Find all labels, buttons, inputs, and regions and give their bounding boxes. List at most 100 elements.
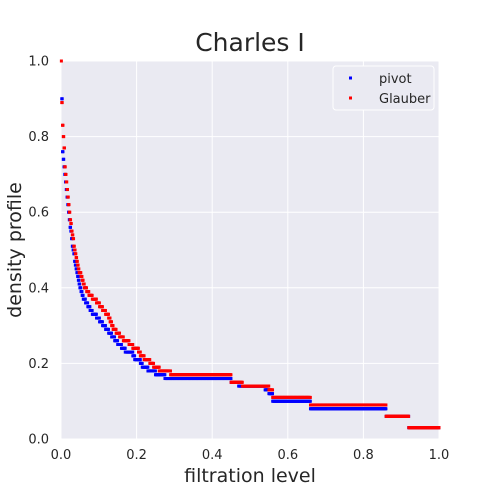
x-tick-label: 0.6 bbox=[277, 448, 298, 463]
data-point bbox=[79, 271, 83, 275]
data-point bbox=[73, 248, 77, 252]
data-point bbox=[80, 290, 84, 294]
data-point bbox=[308, 399, 312, 403]
legend-box bbox=[332, 65, 435, 111]
data-point bbox=[71, 233, 75, 237]
data-point bbox=[79, 286, 83, 290]
series-glauber bbox=[59, 59, 441, 430]
y-tick-label: 1.0 bbox=[28, 55, 49, 70]
data-point bbox=[229, 377, 233, 381]
data-point bbox=[73, 259, 77, 263]
data-point bbox=[146, 365, 150, 369]
data-point bbox=[100, 320, 104, 324]
data-point bbox=[121, 335, 125, 339]
data-point bbox=[271, 392, 275, 396]
data-points bbox=[59, 59, 441, 430]
data-point bbox=[127, 339, 131, 343]
data-point bbox=[267, 384, 271, 388]
legend-marker bbox=[349, 76, 352, 80]
data-point bbox=[103, 324, 107, 328]
y-axis-label: density profile bbox=[4, 182, 26, 318]
data-point bbox=[90, 293, 94, 297]
data-point bbox=[62, 157, 66, 161]
y-tick-label: 0.0 bbox=[28, 433, 49, 448]
data-point bbox=[384, 407, 388, 411]
data-point bbox=[69, 218, 73, 222]
data-point bbox=[64, 172, 68, 176]
data-point bbox=[75, 267, 79, 271]
data-point bbox=[61, 123, 65, 127]
data-point bbox=[106, 327, 110, 331]
data-point bbox=[82, 282, 86, 286]
data-point bbox=[62, 135, 66, 139]
data-point bbox=[65, 180, 69, 184]
data-point bbox=[131, 350, 135, 354]
data-point bbox=[61, 150, 65, 154]
data-point bbox=[153, 369, 157, 373]
data-point bbox=[74, 263, 78, 267]
data-point bbox=[110, 331, 113, 335]
data-point bbox=[229, 373, 233, 377]
data-point bbox=[78, 282, 82, 286]
data-point bbox=[76, 263, 80, 267]
data-point bbox=[74, 252, 78, 256]
data-point bbox=[118, 331, 122, 335]
data-point bbox=[75, 271, 79, 275]
data-point bbox=[138, 350, 142, 354]
data-point bbox=[142, 354, 146, 358]
data-point bbox=[63, 165, 67, 169]
data-point bbox=[80, 274, 84, 278]
data-point bbox=[76, 274, 80, 278]
data-point bbox=[168, 369, 172, 373]
y-tick-label: 0.8 bbox=[28, 130, 49, 145]
data-point bbox=[110, 320, 113, 324]
data-point bbox=[103, 308, 107, 312]
data-point bbox=[97, 301, 101, 305]
data-point bbox=[60, 101, 64, 105]
data-point bbox=[70, 229, 74, 233]
data-point bbox=[75, 259, 79, 263]
data-point bbox=[77, 278, 81, 282]
data-point bbox=[60, 97, 64, 101]
data-point bbox=[86, 301, 90, 305]
data-point bbox=[72, 237, 76, 241]
data-point bbox=[138, 358, 142, 362]
data-point bbox=[116, 339, 120, 343]
data-point bbox=[84, 286, 88, 290]
y-tick-labels: 0.0 0.2 0.4 0.6 0.8 1.0 bbox=[28, 55, 49, 448]
data-point bbox=[437, 426, 441, 430]
data-point bbox=[75, 256, 79, 260]
data-point bbox=[108, 316, 112, 320]
data-point bbox=[69, 222, 73, 226]
legend: pivot Glauber bbox=[332, 65, 435, 111]
data-point bbox=[62, 146, 66, 150]
data-point bbox=[119, 343, 123, 346]
data-point bbox=[69, 225, 73, 229]
y-tick-label: 0.2 bbox=[28, 357, 49, 372]
data-point bbox=[72, 244, 76, 248]
chart-title: Charles I bbox=[195, 28, 305, 57]
data-point bbox=[407, 414, 411, 418]
data-point bbox=[140, 361, 144, 365]
y-tick-label: 0.6 bbox=[28, 206, 49, 221]
data-point bbox=[271, 388, 275, 392]
x-tick-label: 0.4 bbox=[202, 448, 223, 463]
data-point bbox=[68, 210, 72, 214]
plot-area bbox=[61, 61, 439, 439]
data-point bbox=[136, 346, 140, 350]
data-point bbox=[77, 267, 81, 271]
data-point bbox=[94, 297, 98, 301]
data-point bbox=[67, 203, 71, 207]
data-point bbox=[163, 373, 167, 377]
data-point bbox=[133, 354, 137, 358]
data-point bbox=[81, 278, 85, 282]
data-point bbox=[106, 312, 110, 316]
data-point bbox=[157, 365, 161, 369]
x-tick-label: 1.0 bbox=[429, 448, 450, 463]
data-point bbox=[59, 59, 63, 63]
data-point bbox=[384, 403, 388, 407]
data-point bbox=[100, 305, 104, 309]
x-tick-label: 0.0 bbox=[51, 448, 72, 463]
data-point bbox=[97, 316, 101, 320]
data-point bbox=[81, 293, 85, 297]
